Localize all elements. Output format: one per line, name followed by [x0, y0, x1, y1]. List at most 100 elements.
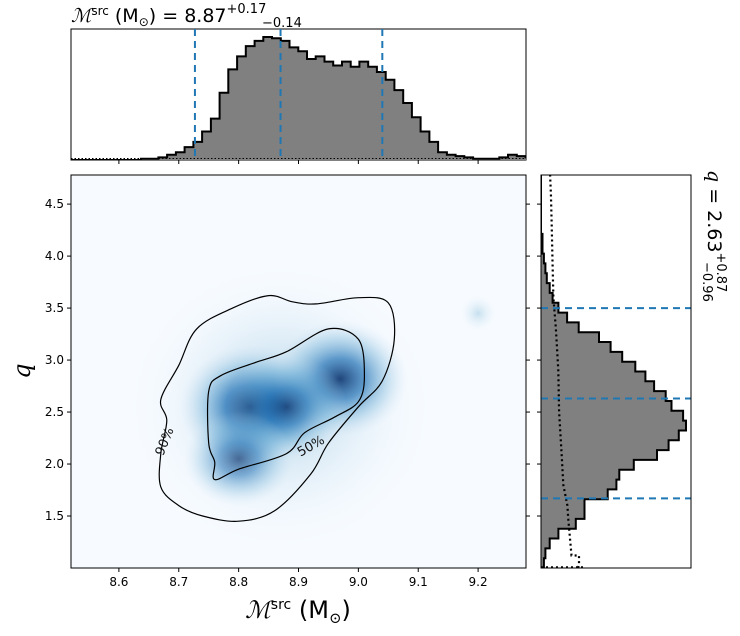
right-hist-bar [541, 400, 672, 412]
top-hist-bar [438, 152, 448, 160]
y-tick-label: 3.0 [45, 353, 64, 367]
top-hist-bar [307, 59, 317, 160]
top-hist-bar [324, 61, 334, 160]
right-marginal-title: q = 2.63+0.87−0.96 [699, 170, 728, 302]
right-hist-bar [541, 518, 576, 530]
right-hist-bar [541, 548, 546, 559]
top-hist-bar [219, 92, 229, 160]
y-tick-label: 4.5 [45, 197, 64, 211]
right-hist-bar [541, 302, 559, 313]
top-hist-bar [237, 56, 247, 160]
top-hist-bar [525, 157, 526, 160]
top-hist-bar [429, 141, 439, 160]
top-hist-bar [184, 147, 194, 160]
top-hist-bar [359, 61, 369, 160]
top-marginal-panel: ℳsrc (M⊙) = 8.87+0.17 −0.14 [70, 2, 543, 164]
top-hist-bar [298, 51, 308, 160]
top-hist-bar [245, 46, 255, 160]
top-hist-bar [403, 103, 413, 160]
right-hist-bar [541, 430, 679, 441]
top-hist-bar [368, 66, 378, 160]
right-hist-bar [541, 342, 611, 353]
y-tick-label: 4.0 [45, 249, 64, 263]
right-hist-bar [541, 479, 617, 490]
top-hist-bar [193, 141, 203, 160]
top-hist-bar [210, 118, 220, 160]
right-hist-bar [541, 283, 550, 294]
right-hist-outline [541, 175, 687, 568]
y-axis-label: q [8, 363, 36, 378]
density-spot [460, 295, 497, 332]
right-hist-bar [541, 273, 547, 284]
top-hist-bar [420, 131, 430, 160]
top-hist-bar [394, 90, 404, 160]
right-hist-bar [541, 371, 646, 382]
right-panel-frame [540, 174, 692, 569]
x-tick-label: 8.7 [169, 575, 188, 589]
right-marginal-panel: q = 2.63+0.87−0.96 [537, 170, 728, 569]
top-hist-bar [446, 154, 456, 160]
top-hist-bar [411, 117, 422, 160]
right-prior-curve [549, 175, 581, 568]
top-hist-bar [272, 38, 282, 160]
right-hist-bar [541, 263, 546, 274]
x-tick-label: 9.0 [349, 575, 368, 589]
right-hist-bar [541, 410, 684, 422]
x-axis-label: ℳsrc (M⊙) [245, 596, 351, 627]
top-hist-bar [280, 40, 290, 160]
right-hist-bar [541, 253, 544, 264]
top-hist-bar [263, 37, 273, 160]
right-hist-bar [541, 391, 666, 402]
right-hist-bar [541, 351, 623, 363]
top-hist-bar [228, 69, 238, 160]
x-tick-label: 8.9 [289, 575, 308, 589]
x-tick-label: 8.6 [109, 575, 128, 589]
right-hist-bar [541, 509, 585, 520]
right-hist-bar [541, 489, 608, 500]
x-tick-label: 8.8 [229, 575, 248, 589]
right-hist-bar [541, 381, 655, 392]
joint-panel: 90% 50% 8.6 8.7 8.8 8.9 9.0 9.1 9.2 1.52.02.53.… [8, 174, 530, 627]
top-hist-bar [289, 47, 299, 160]
top-hist-bar [464, 157, 474, 160]
top-hist-bar [499, 157, 509, 160]
contour-50 [206, 327, 366, 481]
top-hist-bar [254, 40, 264, 160]
right-hist-bar [541, 459, 634, 471]
right-hist-bar [541, 440, 669, 451]
right-hist-bar [541, 538, 550, 549]
y-tick-label: 3.5 [45, 301, 64, 315]
density-peak [183, 411, 294, 507]
right-hist-bar [541, 528, 559, 539]
x-tick-label: 9.1 [409, 575, 428, 589]
y-tick-label: 2.0 [45, 457, 64, 471]
right-hist-bar [541, 361, 636, 372]
top-hist-bar [508, 154, 518, 160]
right-hist-bar [541, 332, 599, 343]
top-hist-bar [175, 152, 186, 160]
right-hist-bar [541, 558, 544, 568]
top-hist-bar [341, 61, 352, 160]
top-hist-bar [315, 56, 325, 160]
top-hist-bar [167, 154, 177, 160]
top-hist-outline [71, 36, 526, 160]
top-hist-bar [202, 131, 212, 160]
right-hist-bar [541, 420, 686, 431]
right-hist-bar [541, 450, 657, 461]
top-hist-bar [350, 66, 360, 160]
x-tick-label: 9.2 [469, 575, 488, 589]
right-hist-bar [541, 292, 553, 304]
right-hist-bar [541, 469, 620, 480]
right-hist-bar [541, 499, 585, 510]
right-hist-bar [541, 322, 579, 333]
right-hist-bar [541, 312, 568, 323]
contour-90 [158, 294, 396, 522]
y-tick-label: 1.5 [45, 509, 64, 523]
top-hist-bar [516, 156, 526, 160]
top-hist-bar [534, 159, 543, 160]
top-hist-bar [333, 65, 343, 160]
top-hist-bar [385, 79, 395, 160]
y-tick-label: 2.5 [45, 405, 64, 419]
top-marginal-title: ℳsrc (M⊙) = 8.87+0.17 −0.14 [71, 2, 302, 31]
